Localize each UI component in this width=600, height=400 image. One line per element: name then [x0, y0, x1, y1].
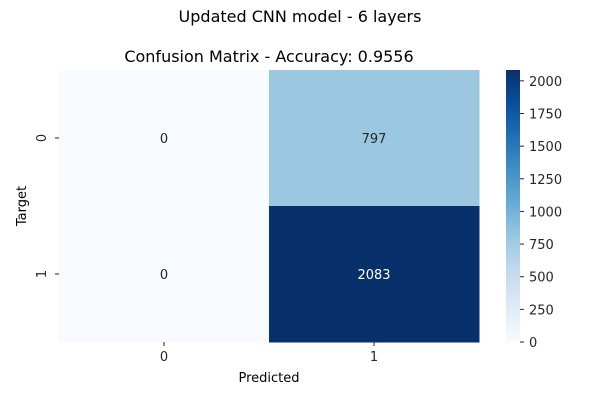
heatmap-cell — [269, 206, 480, 343]
colorbar-tick-label: 1750 — [529, 107, 562, 122]
cell-annotation: 797 — [362, 132, 387, 147]
colorbar-tick-label: 1250 — [529, 173, 562, 188]
x-tick-label: 1 — [370, 350, 378, 365]
y-axis-ticks: 01 — [35, 134, 59, 278]
x-tick-label: 0 — [160, 350, 168, 365]
colorbar — [506, 70, 520, 342]
colorbar-tick-label: 1000 — [529, 205, 562, 220]
y-axis-label: Target — [15, 186, 30, 227]
chart-title: Confusion Matrix - Accuracy: 0.9556 — [124, 47, 413, 66]
y-tick-label: 0 — [35, 134, 50, 142]
colorbar-tick-label: 250 — [529, 303, 554, 318]
colorbar-tick-label: 500 — [529, 271, 554, 286]
colorbar-ticks: 0 250 500 750 1000 1250 1500 1750 2000 — [520, 75, 562, 351]
colorbar-tick-label: 2000 — [529, 75, 562, 90]
colorbar-tick-label: 0 — [529, 336, 537, 351]
heatmap-cell — [59, 70, 270, 207]
heatmap-cell — [269, 70, 480, 207]
x-axis-label: Predicted — [238, 371, 299, 386]
colorbar-tick-label: 750 — [529, 238, 554, 253]
cell-annotation: 0 — [160, 268, 168, 283]
colorbar-tick-label: 1500 — [529, 140, 562, 155]
y-tick-label: 1 — [35, 270, 50, 278]
cell-annotation: 0 — [160, 132, 168, 147]
heatmap-cell — [59, 206, 270, 343]
cell-annotations: 0 797 0 2083 — [160, 132, 391, 283]
heatmap-cells — [59, 70, 480, 343]
figure-suptitle: Updated CNN model - 6 layers — [179, 7, 422, 26]
cell-annotation: 2083 — [357, 268, 390, 283]
